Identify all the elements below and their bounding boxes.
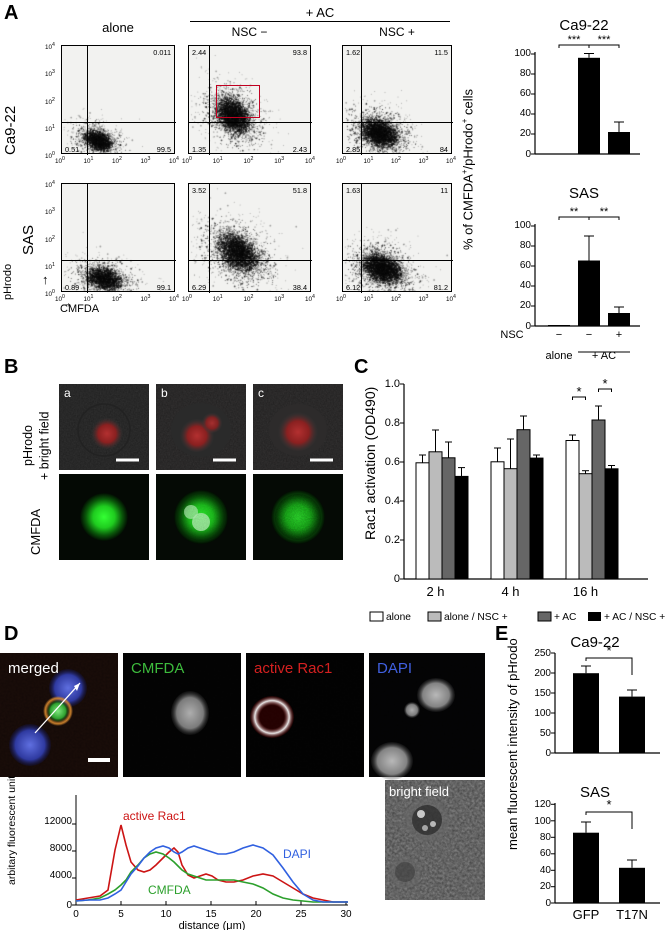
svg-text:−: − [586, 329, 592, 341]
svg-text:merged: merged [8, 660, 59, 677]
svg-text:16 h: 16 h [573, 584, 598, 599]
svg-text:20: 20 [520, 300, 532, 311]
svg-text:NSC: NSC [500, 329, 523, 341]
svg-text:250: 250 [534, 648, 551, 659]
svg-text:bright field: bright field [389, 784, 449, 799]
svg-text:distance (μm): distance (μm) [179, 920, 246, 930]
svg-text:*: * [606, 797, 611, 812]
svg-text:40: 40 [520, 280, 532, 291]
svg-text:c: c [258, 386, 264, 400]
svg-text:5: 5 [118, 909, 124, 920]
svg-text:0: 0 [525, 149, 531, 160]
svg-text:150: 150 [534, 688, 551, 699]
svg-text:DAPI: DAPI [377, 660, 412, 677]
svg-text:*: * [576, 384, 581, 399]
svg-text:40: 40 [540, 865, 552, 876]
svg-text:0: 0 [525, 321, 531, 332]
svg-text:0.8: 0.8 [385, 417, 400, 429]
svg-text:12000: 12000 [44, 816, 72, 827]
svg-text:*: * [602, 376, 607, 391]
svg-text:*: * [606, 643, 611, 658]
svg-text:0: 0 [394, 573, 400, 585]
svg-text:***: *** [568, 34, 582, 46]
svg-text:+ AC: + AC [554, 612, 576, 623]
svg-text:CMFDA: CMFDA [148, 883, 191, 897]
svg-text:−: − [556, 329, 562, 341]
svg-text:25: 25 [295, 909, 307, 920]
svg-text:0: 0 [66, 900, 72, 911]
svg-text:+ AC / NSC +: + AC / NSC + [604, 612, 665, 623]
svg-text:CMFDA: CMFDA [131, 660, 184, 677]
svg-text:50: 50 [540, 728, 552, 739]
svg-text:100: 100 [514, 220, 531, 231]
svg-text:0: 0 [545, 898, 551, 909]
svg-text:100: 100 [514, 48, 531, 59]
svg-text:40: 40 [520, 108, 532, 119]
svg-text:200: 200 [534, 668, 551, 679]
svg-text:alone / NSC +: alone / NSC + [444, 612, 508, 623]
svg-text:0: 0 [73, 909, 79, 920]
svg-text:60: 60 [520, 260, 532, 271]
svg-text:80: 80 [520, 240, 532, 251]
svg-text:20: 20 [520, 128, 532, 139]
svg-text:**: ** [600, 206, 609, 218]
svg-text:***: *** [598, 34, 612, 46]
svg-text:4000: 4000 [50, 870, 73, 881]
svg-text:DAPI: DAPI [283, 847, 311, 861]
svg-text:15: 15 [205, 909, 217, 920]
svg-text:Ca9-22: Ca9-22 [559, 18, 608, 34]
svg-text:60: 60 [520, 88, 532, 99]
svg-text:alone: alone [546, 350, 573, 362]
svg-text:20: 20 [250, 909, 262, 920]
svg-text:0: 0 [545, 748, 551, 759]
svg-text:active Rac1: active Rac1 [123, 809, 186, 823]
svg-text:100: 100 [534, 816, 551, 827]
svg-text:10: 10 [160, 909, 172, 920]
svg-text:8000: 8000 [50, 843, 73, 854]
svg-text:T17N: T17N [616, 907, 648, 922]
svg-text:4 h: 4 h [501, 584, 519, 599]
svg-text:SAS: SAS [569, 185, 599, 202]
svg-text:**: ** [570, 206, 579, 218]
svg-text:a: a [64, 386, 71, 400]
svg-text:80: 80 [540, 832, 552, 843]
svg-text:0.6: 0.6 [385, 456, 400, 468]
svg-text:60: 60 [540, 848, 552, 859]
svg-text:2 h: 2 h [426, 584, 444, 599]
svg-text:alone: alone [386, 612, 411, 623]
svg-text:120: 120 [534, 799, 551, 810]
svg-text:active Rac1: active Rac1 [254, 660, 332, 677]
svg-text:30: 30 [340, 909, 352, 920]
svg-text:Ca9-22: Ca9-22 [570, 635, 619, 651]
svg-text:1.0: 1.0 [385, 378, 400, 390]
svg-text:20: 20 [540, 881, 552, 892]
svg-text:GFP: GFP [573, 907, 600, 922]
svg-text:100: 100 [534, 708, 551, 719]
svg-text:80: 80 [520, 68, 532, 79]
svg-text:0.4: 0.4 [385, 495, 400, 507]
svg-text:0.2: 0.2 [385, 534, 400, 546]
svg-text:+: + [616, 329, 622, 341]
svg-text:b: b [161, 386, 168, 400]
